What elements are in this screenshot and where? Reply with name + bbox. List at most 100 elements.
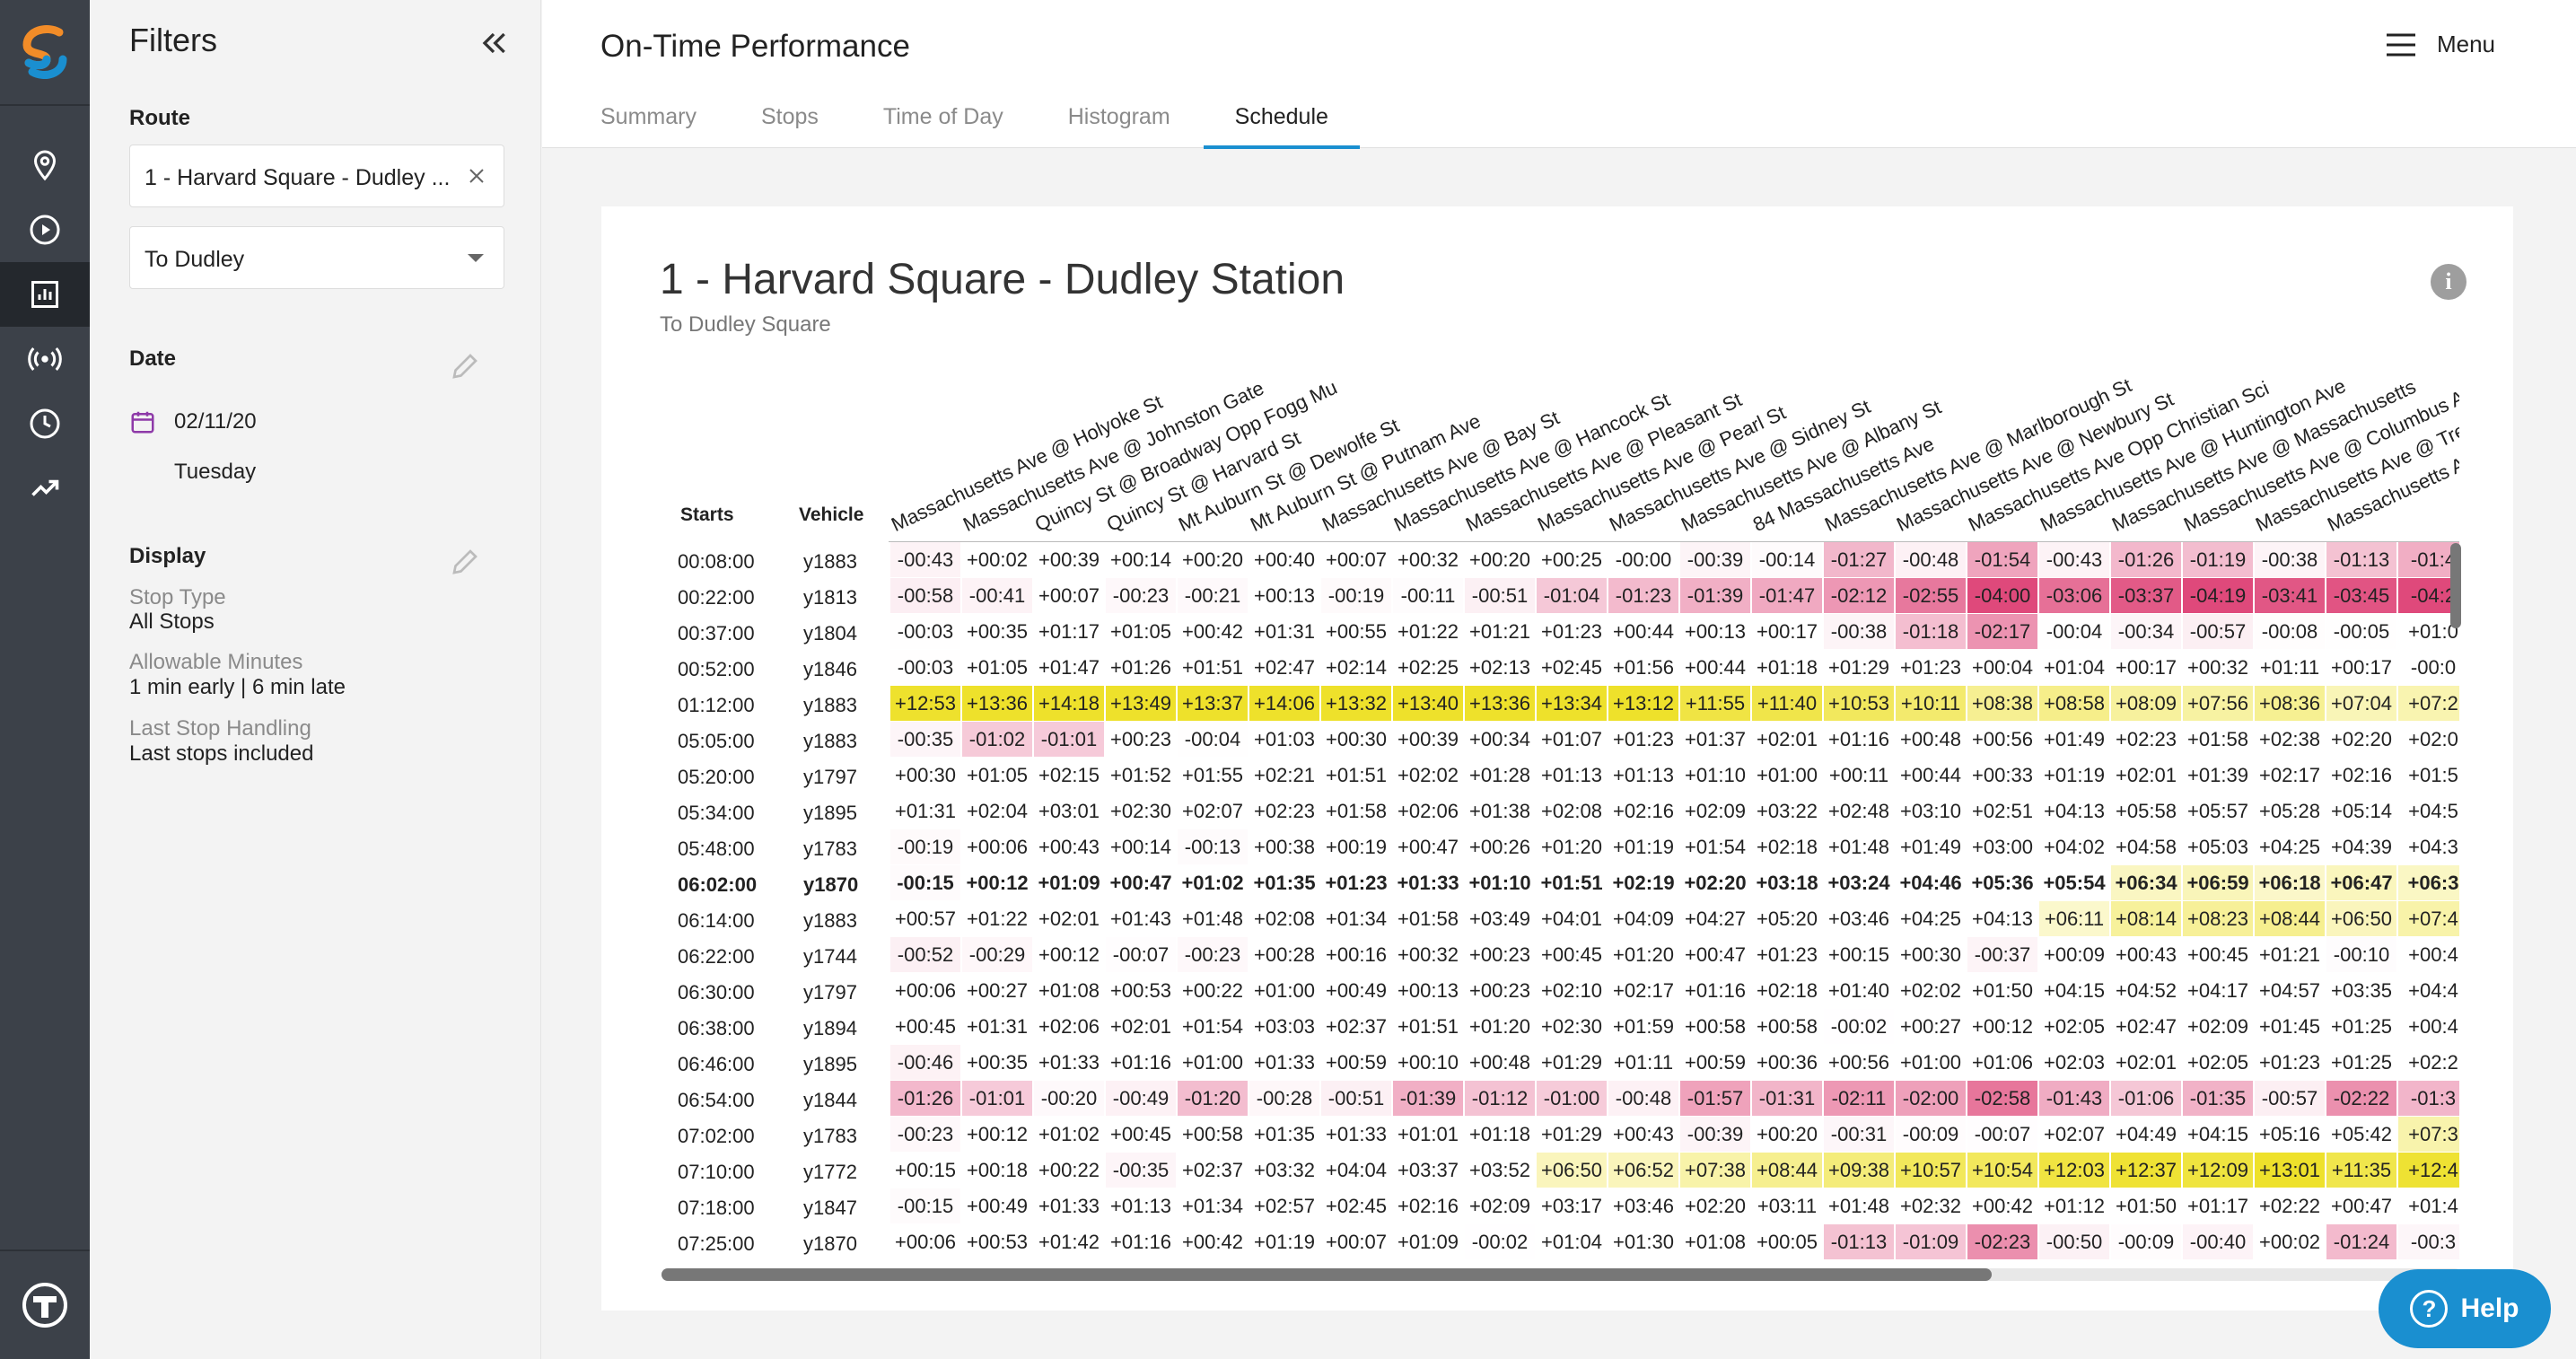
- deviation-cell: +01:16: [1106, 1224, 1177, 1260]
- route-label: Route: [129, 106, 190, 130]
- stop-type-label: Stop Type: [129, 585, 226, 609]
- schedule-table[interactable]: Starts Vehicle Massachusetts Ave @ Holyo…: [655, 359, 2459, 1261]
- deviation-cell: +01:06: [1967, 1045, 2038, 1081]
- deviation-cell: -00:13: [1178, 829, 1249, 865]
- deviation-cell: +00:10: [1393, 1045, 1464, 1081]
- deviation-cell: -00:50: [2039, 1224, 2110, 1260]
- location-pin-icon: [33, 150, 57, 181]
- table-row[interactable]: 06:54:00 y1844 -01:26 -01:01 -00:20 -00:49 -01…: [655, 1081, 2459, 1117]
- table-row[interactable]: 00:22:00 y1813 -00:58 -00:41 +00:07 -00:23 -00…: [655, 578, 2459, 614]
- deviation-cell: +02:37: [1178, 1153, 1249, 1188]
- deviation-cell: +00:36: [1752, 1045, 1823, 1081]
- deviation-cell: +01:33: [1393, 865, 1464, 901]
- table-row[interactable]: 05:20:00 y1797 +00:30 +01:05 +02:15 +01:52 +01…: [655, 758, 2459, 793]
- info-icon[interactable]: i: [2431, 264, 2466, 300]
- tab-time-of-day[interactable]: Time of Day: [882, 104, 1003, 129]
- deviation-cell: -00:43: [890, 542, 961, 578]
- deviation-cell: -00:35: [890, 722, 961, 758]
- tab-schedule[interactable]: Schedule: [1203, 101, 1361, 149]
- route-select[interactable]: 1 - Harvard Square - Dudley ...: [129, 145, 504, 207]
- deviation-cell: +00:40: [1249, 542, 1320, 578]
- vertical-scrollbar[interactable]: [2450, 543, 2461, 628]
- deviation-cell: -01:09: [1896, 1224, 1967, 1260]
- deviation-cell: +01:16: [1680, 973, 1751, 1009]
- deviation-cell: +00:14: [1106, 829, 1177, 865]
- deviation-cell: -03:41: [2255, 578, 2326, 614]
- table-row[interactable]: 07:18:00 y1847 -00:15 +00:49 +01:33 +01:13 +01…: [655, 1188, 2459, 1224]
- deviation-cell: +01:12: [2039, 1188, 2110, 1224]
- table-row[interactable]: 06:38:00 y1894 +00:45 +01:31 +02:06 +02:01 +01…: [655, 1009, 2459, 1045]
- table-row[interactable]: 06:02:00 y1870 -00:15 +00:12 +01:09 +00:47 +01…: [655, 865, 2459, 901]
- deviation-cell: +04:46: [1896, 865, 1967, 901]
- table-row[interactable]: 05:48:00 y1783 -00:19 +00:06 +00:43 +00:14 -00…: [655, 829, 2459, 865]
- deviation-cell: +04:4: [2398, 973, 2459, 1009]
- edit-display-button[interactable]: [449, 546, 485, 582]
- menu-button[interactable]: Menu: [2385, 31, 2495, 58]
- deviation-cell: +01:51: [1537, 865, 1608, 901]
- deviation-cell: +00:35: [962, 614, 1033, 650]
- deviation-cell: +01:33: [1034, 1045, 1105, 1081]
- nav-reports[interactable]: [0, 262, 90, 327]
- deviation-cell: +04:13: [2039, 793, 2110, 829]
- clear-icon[interactable]: [466, 165, 487, 187]
- deviation-cell: +02:16: [1393, 1188, 1464, 1224]
- start-time: 06:30:00: [678, 981, 755, 1004]
- help-button[interactable]: ? Help: [2379, 1269, 2551, 1348]
- deviation-cell: +01:29: [1824, 650, 1895, 686]
- deviation-cell: +02:30: [1106, 793, 1177, 829]
- table-row[interactable]: 07:25:00 y1870 +00:06 +00:53 +01:42 +01:16 +00…: [655, 1224, 2459, 1260]
- table-row[interactable]: 07:10:00 y1772 +00:15 +00:18 +00:22 -00:35 +02…: [655, 1153, 2459, 1188]
- deviation-cell: +00:38: [1249, 829, 1320, 865]
- deviation-cell: +02:05: [2183, 1045, 2254, 1081]
- tab-histogram[interactable]: Histogram: [1067, 104, 1170, 129]
- deviation-cell: +02:01: [2111, 1045, 2182, 1081]
- horizontal-scrollbar[interactable]: [662, 1268, 1992, 1281]
- deviation-cell: +01:58: [1393, 901, 1464, 937]
- deviation-cell: -01:00: [1537, 1081, 1608, 1117]
- vehicle-id: y1846: [803, 658, 857, 680]
- deviation-cell: -01:01: [1034, 722, 1105, 758]
- deviation-cell: +04:04: [1321, 1153, 1392, 1188]
- tab-stops[interactable]: Stops: [760, 104, 819, 129]
- deviation-cell: -00:10: [2326, 937, 2397, 973]
- table-row[interactable]: 00:52:00 y1846 -00:03 +01:05 +01:47 +01:26 +01…: [655, 650, 2459, 686]
- nav-trends[interactable]: [0, 456, 90, 521]
- vehicle-id: y1895: [803, 802, 857, 824]
- deviation-cell: +01:34: [1321, 901, 1392, 937]
- table-row[interactable]: 06:14:00 y1883 +00:57 +01:22 +02:01 +01:43 +01…: [655, 901, 2459, 937]
- table-row[interactable]: 00:37:00 y1804 -00:03 +00:35 +01:17 +01:05 +00…: [655, 614, 2459, 650]
- app-logo[interactable]: [0, 0, 90, 106]
- deviation-cell: +01:4: [2398, 1188, 2459, 1224]
- table-row[interactable]: 06:46:00 y1895 -00:46 +00:35 +01:33 +01:16 +01…: [655, 1045, 2459, 1081]
- table-row[interactable]: 06:22:00 y1744 -00:52 -00:29 +00:12 -00:07 -00…: [655, 937, 2459, 973]
- nav-playback[interactable]: [0, 197, 90, 262]
- deviation-cell: +01:38: [1465, 793, 1536, 829]
- table-row[interactable]: 06:30:00 y1797 +00:06 +00:27 +01:08 +00:53 +00…: [655, 973, 2459, 1009]
- deviation-cell: +10:54: [1967, 1153, 2038, 1188]
- filters-title: Filters: [129, 22, 217, 58]
- collapse-panel-button[interactable]: [476, 25, 512, 61]
- deviation-cell: -03:06: [2039, 578, 2110, 614]
- deviation-cell: +06:47: [2326, 865, 2397, 901]
- vehicle-id: y1847: [803, 1197, 857, 1219]
- edit-date-button[interactable]: [449, 350, 485, 386]
- nav-live[interactable]: [0, 327, 90, 391]
- table-row[interactable]: 07:02:00 y1783 -00:23 +00:12 +01:02 +00:45 +00…: [655, 1117, 2459, 1153]
- table-row[interactable]: 05:05:00 y1883 -00:35 -01:02 -01:01 +00:23 -00…: [655, 722, 2459, 758]
- direction-select[interactable]: To Dudley: [129, 226, 504, 289]
- tab-summary[interactable]: Summary: [600, 104, 697, 129]
- table-row[interactable]: 01:12:00 y1883 +12:53 +13:36 +14:18 +13:49 +13…: [655, 686, 2459, 722]
- deviation-cell: +01:17: [1034, 614, 1105, 650]
- deviation-cell: -01:18: [1896, 614, 1967, 650]
- nav-history[interactable]: [0, 391, 90, 456]
- vehicle-id: y1783: [803, 837, 857, 860]
- deviation-cell: -02:22: [2326, 1081, 2397, 1117]
- deviation-cell: +00:59: [1680, 1045, 1751, 1081]
- table-row[interactable]: 05:34:00 y1895 +01:31 +02:04 +03:01 +02:30 +02…: [655, 793, 2459, 829]
- deviation-cell: +02:20: [1680, 1188, 1751, 1224]
- deviation-cell: +01:23: [1321, 865, 1392, 901]
- nav-map[interactable]: [0, 133, 90, 197]
- header-divider: [889, 541, 2459, 542]
- table-row[interactable]: 00:08:00 y1883 -00:43 +00:02 +00:39 +00:14 +00…: [655, 542, 2459, 578]
- deviation-cell: +01:55: [1178, 758, 1249, 793]
